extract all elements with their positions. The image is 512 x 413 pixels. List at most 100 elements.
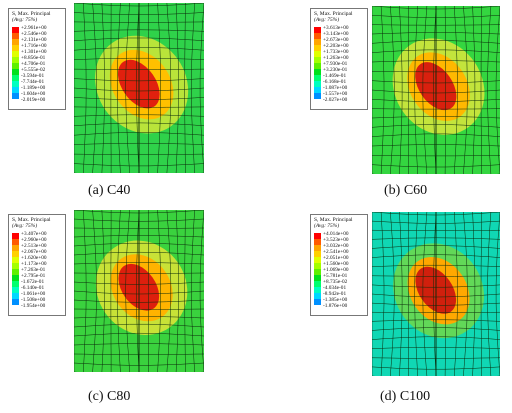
colorbar-swatch [12,245,19,251]
legend-value: -7.744e-01 [21,79,45,85]
legend-value: -1.061e+00 [21,291,46,297]
legend-value: +2.203e+00 [323,43,349,49]
colorbar-swatch [314,45,321,51]
panel-c60: S, Max. Principal (Avg: 75%) +3.613e+00 … [256,0,512,206]
colorbar-swatch [314,33,321,39]
colorbar-swatch [12,45,19,51]
colorbar-swatch [314,233,321,239]
colorbar-swatch [314,27,321,33]
legend-value: -4.034e-01 [323,285,347,291]
stress-contour-plot [372,6,500,174]
colorbar-swatch [314,51,321,57]
colorbar-swatch [12,251,19,257]
legend: S, Max. Principal (Avg: 75%) +3.613e+00 … [310,8,368,110]
legend-value: +2.961e+00 [21,25,47,31]
legend-value: -1.876e+00 [323,303,348,309]
legend-value: +2.960e+00 [21,237,47,243]
colorbar-swatch [314,281,321,287]
colorbar-swatch [314,299,321,305]
colorbar-swatch [314,269,321,275]
legend-value: -6.140e-01 [21,285,45,291]
colorbar-swatch [12,293,19,299]
legend-value: +3.523e+00 [323,237,349,243]
legend-value: -6.168e-01 [323,79,347,85]
colorbar-swatch [314,263,321,269]
legend-value: +2.513e+00 [21,243,47,249]
panel-caption: (c) C80 [88,389,131,404]
colorbar-swatch [12,239,19,245]
legend-value: +8.856e-01 [21,55,46,61]
legend-subtitle: (Avg: 75%) [314,223,340,229]
legend-value: +2.546e+00 [21,31,47,37]
colorbar-swatch [12,81,19,87]
legend-value: +1.263e+00 [323,55,349,61]
legend-value: +3.032e+00 [323,243,349,249]
stress-contour-plot [74,3,204,173]
legend-value: +1.301e+00 [21,49,47,55]
legend-value: -3.594e-01 [21,73,45,79]
colorbar-swatch [314,87,321,93]
legend-value: -1.954e+00 [21,303,46,309]
colorbar-swatch [12,281,19,287]
colorbar-swatch [12,257,19,263]
legend-subtitle: (Avg: 75%) [12,223,38,229]
colorbar-swatch [314,63,321,69]
panel-c40: S, Max. Principal (Avg: 75%) +2.961e+00 … [0,0,256,206]
colorbar-swatch [12,39,19,45]
colorbar-swatch [314,257,321,263]
colorbar-swatch [12,269,19,275]
legend-value: -1.189e+00 [21,85,46,91]
legend-title: S, Max. Principal [314,217,353,223]
colorbar-swatch [12,93,19,99]
legend-value: +7.930e-01 [323,61,348,67]
legend-value: +2.673e+00 [323,37,349,43]
panel-caption: (a) C40 [88,183,131,198]
colorbar-swatch [12,87,19,93]
colorbar-swatch [314,245,321,251]
legend-value: +2.051e+00 [323,255,349,261]
legend: S, Max. Principal (Avg: 75%) +3.407e+00 … [8,214,66,316]
legend-value: +1.733e+00 [323,49,349,55]
legend-value: +3.407e+00 [21,231,47,237]
legend-value: -8.942e-01 [323,291,347,297]
legend-value: +2.541e+00 [323,249,349,255]
legend-value: +2.067e+00 [21,249,47,255]
legend-value: +8.735e-02 [323,279,348,285]
legend-value: +1.560e+00 [323,261,349,267]
legend: S, Max. Principal (Avg: 75%) +2.961e+00 … [8,8,66,110]
legend-value: +1.716e+00 [21,43,47,49]
colorbar-swatch [314,293,321,299]
legend-value: +1.173e+00 [21,261,47,267]
colorbar-swatch [314,251,321,257]
colorbar-swatch [12,263,19,269]
legend-title: S, Max. Principal [12,217,51,223]
stress-contour-plot [372,212,500,376]
colorbar-swatch [12,27,19,33]
mesh-grid [74,3,204,173]
legend-value: +1.620e+00 [21,255,47,261]
legend-subtitle: (Avg: 75%) [314,17,340,23]
legend-subtitle: (Avg: 75%) [12,17,38,23]
colorbar-swatch [12,33,19,39]
legend: S, Max. Principal (Avg: 75%) +4.014e+00 … [310,214,368,316]
legend-value: +4.014e+00 [323,231,349,237]
legend-value: -1.469e-01 [323,73,347,79]
colorbar-swatch [12,275,19,281]
legend-value: +2.131e+00 [21,37,47,43]
legend-value: -1.672e-01 [21,279,45,285]
legend-value: +5.555e-02 [21,67,46,73]
legend-value: +2.795e-01 [21,273,46,279]
legend-title: S, Max. Principal [314,11,353,17]
legend-value: -2.027e+00 [323,97,348,103]
colorbar-swatch [314,39,321,45]
colorbar-swatch [12,75,19,81]
stress-contour-plot [74,210,204,372]
colorbar-swatch [12,57,19,63]
colorbar-swatch [314,57,321,63]
panel-caption: (b) C60 [384,183,428,198]
colorbar-swatch [12,69,19,75]
legend-value: +5.781e-01 [323,273,348,279]
colorbar-swatch [12,299,19,305]
legend-value: +7.263e-01 [21,267,46,273]
colorbar-swatch [314,69,321,75]
